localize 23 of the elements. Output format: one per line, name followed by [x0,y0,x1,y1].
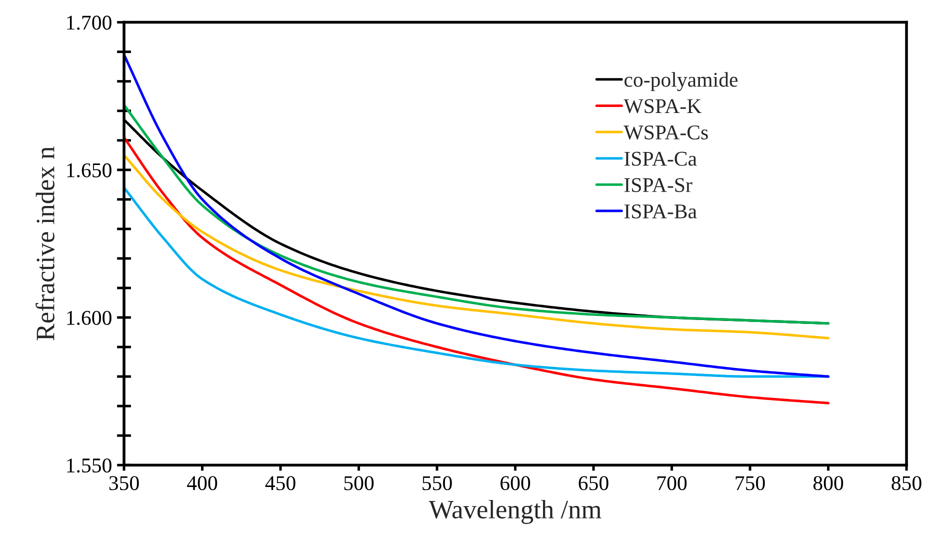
y-tick-label: 1.700 [67,16,112,30]
legend-label: WSPA-Cs [624,125,708,140]
x-tick-label: 500 [344,476,374,490]
x-tick-label: 600 [500,476,530,490]
x-tick-label: 450 [265,476,296,490]
x-tick-label: 350 [109,476,139,490]
x-tick-label: 700 [658,476,687,490]
legend-label: WSPA-K [624,99,702,114]
legend-label: ISPA-Ca [624,152,697,166]
x-tick-label: 650 [578,476,608,490]
x-axis-title: Wavelength /nm [428,500,602,524]
legend-label: ISPA-Sr [624,178,692,192]
y-axis-title: Refractive index n [36,146,54,340]
x-tick-label: 800 [813,476,844,490]
y-tick-label: 1.550 [67,458,112,473]
x-tick-label: 850 [892,476,922,490]
x-tick-label: 750 [736,476,765,490]
x-tick-label: 400 [187,476,218,490]
legend-label: co-polyamide [624,72,738,92]
y-tick-label: 1.650 [67,163,112,178]
y-tick-label: 1.600 [67,310,112,326]
x-tick-label: 550 [422,476,452,490]
legend-label: ISPA-Ba [624,204,697,218]
